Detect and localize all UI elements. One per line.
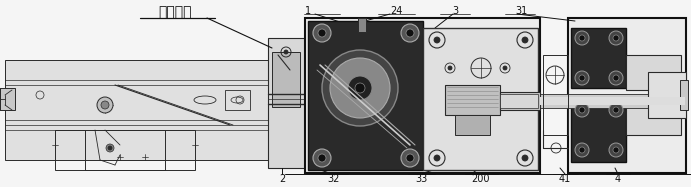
Bar — [626, 100, 681, 135]
Circle shape — [101, 101, 109, 109]
Circle shape — [434, 155, 440, 161]
Bar — [308, 21, 423, 170]
Circle shape — [613, 35, 619, 41]
Text: 32: 32 — [328, 174, 340, 184]
Bar — [225, 90, 250, 110]
Text: 3: 3 — [452, 6, 458, 16]
Bar — [305, 18, 540, 173]
Bar — [268, 38, 306, 168]
Bar — [540, 94, 685, 108]
Bar — [540, 97, 685, 105]
Bar — [500, 92, 540, 110]
Bar — [55, 130, 195, 170]
Bar — [626, 55, 681, 90]
Circle shape — [448, 66, 452, 70]
Circle shape — [106, 144, 114, 152]
Circle shape — [579, 35, 585, 41]
Circle shape — [613, 75, 619, 81]
Circle shape — [348, 76, 372, 100]
Circle shape — [434, 37, 440, 43]
Circle shape — [406, 29, 414, 37]
Bar — [571, 100, 626, 162]
Bar — [571, 28, 626, 88]
Circle shape — [575, 103, 589, 117]
Text: 31: 31 — [515, 6, 527, 16]
Text: 41: 41 — [559, 174, 571, 184]
Text: 33: 33 — [415, 174, 427, 184]
Text: 枪件整体: 枪件整体 — [158, 5, 191, 19]
Bar — [358, 18, 366, 32]
Circle shape — [575, 31, 589, 45]
Circle shape — [318, 154, 326, 162]
Circle shape — [522, 37, 528, 43]
Bar — [680, 80, 688, 110]
Circle shape — [284, 50, 288, 54]
Bar — [568, 18, 686, 173]
Circle shape — [330, 58, 390, 118]
Bar — [455, 115, 490, 135]
Text: 1: 1 — [305, 6, 311, 16]
Circle shape — [575, 71, 589, 85]
Circle shape — [522, 155, 528, 161]
Bar — [5, 60, 270, 160]
Circle shape — [97, 97, 113, 113]
Circle shape — [613, 107, 619, 113]
Circle shape — [579, 147, 585, 153]
Circle shape — [579, 107, 585, 113]
Circle shape — [609, 31, 623, 45]
Circle shape — [313, 24, 331, 42]
Circle shape — [318, 29, 326, 37]
Circle shape — [401, 24, 419, 42]
Circle shape — [613, 147, 619, 153]
Bar — [272, 52, 300, 107]
Text: 4: 4 — [615, 174, 621, 184]
Circle shape — [313, 149, 331, 167]
Bar — [543, 55, 568, 135]
Text: 2: 2 — [279, 174, 285, 184]
Circle shape — [322, 50, 398, 126]
Bar — [0, 88, 15, 110]
Circle shape — [609, 71, 623, 85]
Bar — [648, 72, 686, 118]
Circle shape — [575, 143, 589, 157]
Text: 24: 24 — [390, 6, 402, 16]
Bar — [500, 94, 538, 108]
Bar — [423, 28, 538, 170]
Circle shape — [579, 75, 585, 81]
Circle shape — [406, 154, 414, 162]
Bar — [445, 85, 500, 115]
Circle shape — [503, 66, 507, 70]
Circle shape — [609, 143, 623, 157]
Circle shape — [355, 83, 365, 93]
Circle shape — [401, 149, 419, 167]
Text: 200: 200 — [472, 174, 490, 184]
Circle shape — [108, 146, 112, 150]
Circle shape — [609, 103, 623, 117]
